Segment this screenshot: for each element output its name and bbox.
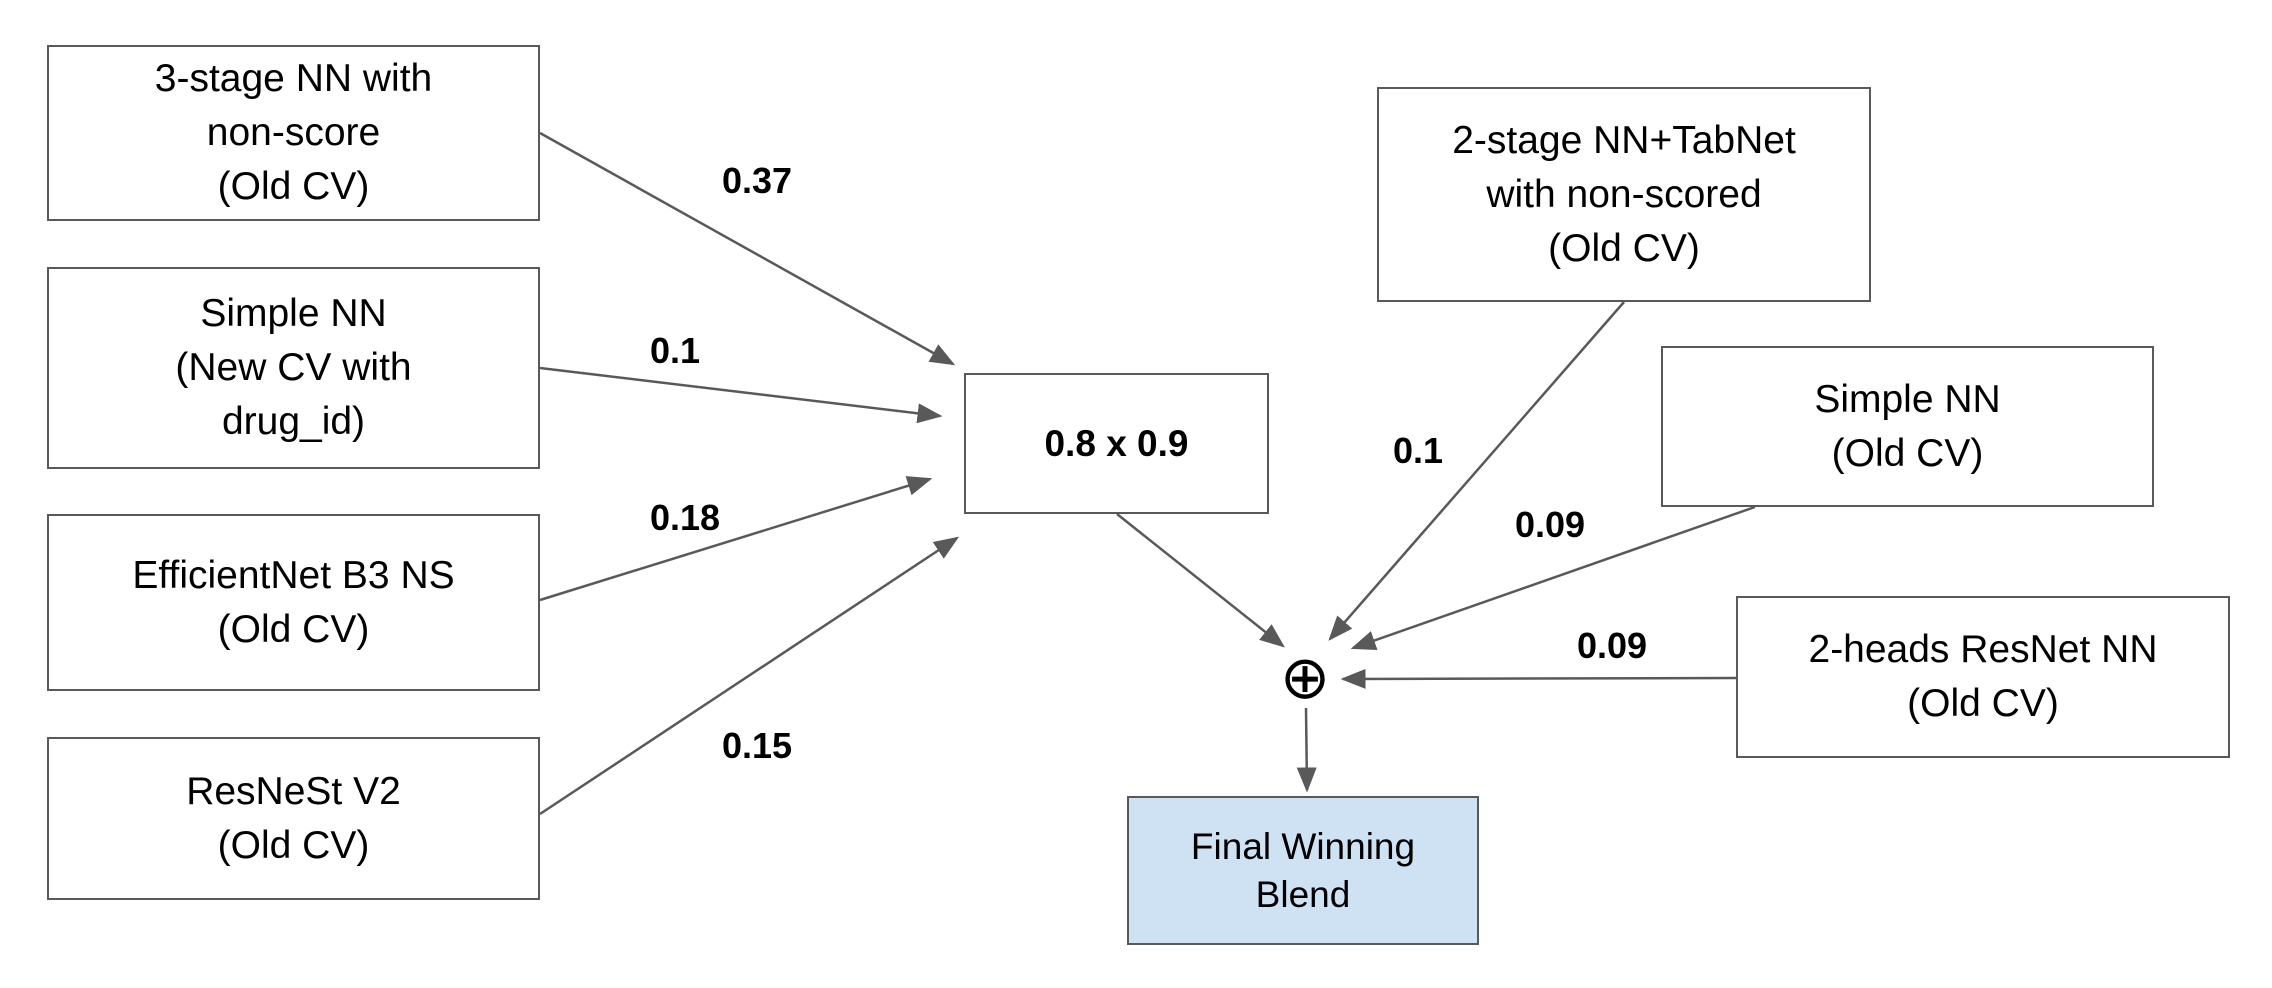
weight-label-3-stage-nn: 0.37 <box>722 160 793 201</box>
sum-operator-icon: ⊕ <box>1279 643 1331 713</box>
arrow-resnet-to-sum <box>1340 668 1737 689</box>
weight-label-resnest: 0.15 <box>722 725 793 766</box>
arrow-3stage-to-blend <box>539 131 956 366</box>
node-inner-blend: 0.8 x 0.9 <box>964 373 1269 514</box>
node-2-stage-tabnet: 2-stage NN+TabNet with non-scored (Old C… <box>1377 87 1871 302</box>
node-efficientnet-b3: EfficientNet B3 NS (Old CV) <box>47 514 540 691</box>
arrow-sum-to-final <box>1296 707 1317 793</box>
weight-label-2-heads-resnet: 0.09 <box>1577 625 1648 666</box>
node-resnest-v2: ResNeSt V2 (Old CV) <box>47 737 540 900</box>
weight-label-2-stage-tabnet: 0.1 <box>1393 430 1444 471</box>
arrow-simplenn-oldcv-to-sum <box>1350 505 1756 650</box>
node-final-winning-blend: Final Winning Blend <box>1127 796 1479 945</box>
arrow-resnest-to-blend <box>539 536 960 816</box>
arrow-tabnet-to-sum <box>1328 301 1625 641</box>
arrow-efficientnet-to-blend <box>539 476 933 602</box>
arrow-blend-to-sum <box>1116 513 1285 648</box>
node-2-heads-resnet: 2-heads ResNet NN (Old CV) <box>1736 596 2230 758</box>
arrow-simplenn-newcv-to-blend <box>539 366 943 424</box>
node-3-stage-nn: 3-stage NN with non-score (Old CV) <box>47 45 540 221</box>
node-simple-nn-new-cv: Simple NN (New CV with drug_id) <box>47 267 540 469</box>
weight-label-simple-nn-new-cv: 0.1 <box>650 330 701 371</box>
weight-label-simple-nn-old-cv: 0.09 <box>1515 504 1586 545</box>
node-simple-nn-old-cv: Simple NN (Old CV) <box>1661 346 2154 507</box>
weight-label-efficientnet: 0.18 <box>650 497 721 538</box>
